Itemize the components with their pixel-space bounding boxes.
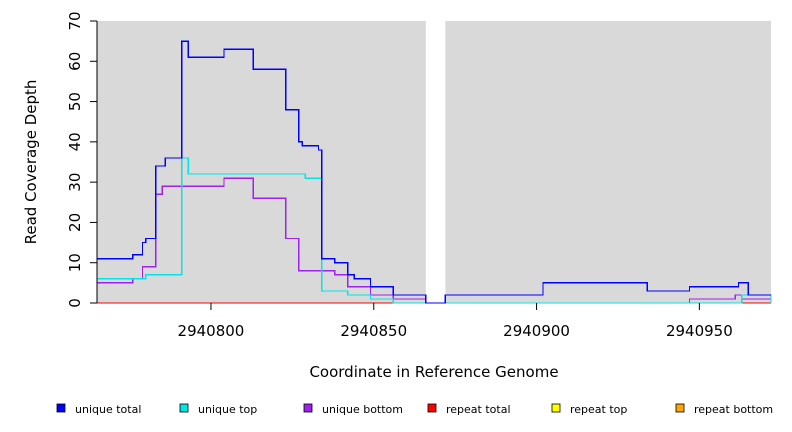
legend-label-repeat-bottom: repeat bottom [694, 403, 773, 416]
legend-swatch-unique-total [56, 403, 66, 413]
legend-label-unique-total: unique total [75, 403, 141, 416]
series-layer [97, 40, 772, 304]
x-axis-title: Coordinate in Reference Genome [309, 363, 558, 381]
legend-label-unique-top: unique top [198, 403, 257, 416]
legend-swatch-unique-bottom [303, 403, 313, 413]
x-axis-ticks: 2940800 2940850 2940900 2940950 [178, 303, 733, 340]
y-tick-label: 20 [66, 213, 84, 232]
y-axis-ticks: 0 10 20 30 40 50 60 70 [66, 11, 97, 308]
x-tick-label: 2940900 [503, 322, 570, 340]
legend-label-repeat-total: repeat total [446, 403, 511, 416]
y-tick-label: 40 [66, 132, 84, 151]
coverage-gap [425, 21, 446, 303]
legend: unique total unique top unique bottom repea… [56, 403, 773, 416]
legend-label-repeat-top: repeat top [570, 403, 627, 416]
y-tick-label: 70 [66, 11, 84, 30]
y-axis-title: Read Coverage Depth [22, 80, 40, 245]
x-tick-label: 2940800 [178, 322, 245, 340]
x-tick-label: 2940950 [666, 322, 733, 340]
y-tick-label: 50 [66, 92, 84, 111]
legend-swatch-repeat-bottom [675, 403, 685, 413]
y-tick-label: 60 [66, 52, 84, 71]
legend-swatch-repeat-total [427, 403, 437, 413]
y-tick-label: 10 [66, 253, 84, 272]
legend-swatch-unique-top [179, 403, 189, 413]
legend-swatch-repeat-top [551, 403, 561, 413]
y-tick-label: 0 [66, 298, 84, 308]
y-tick-label: 30 [66, 173, 84, 192]
legend-label-unique-bottom: unique bottom [322, 403, 403, 416]
x-tick-label: 2940850 [340, 322, 407, 340]
series-line-unique-total [97, 40, 771, 304]
